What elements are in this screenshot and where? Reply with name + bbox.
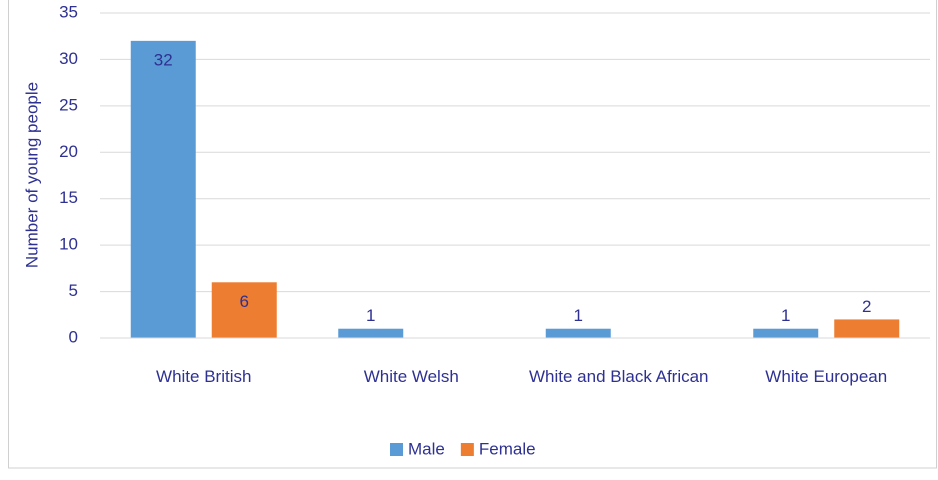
data-label: 1 [366,306,375,325]
y-tick-label: 10 [59,235,78,254]
y-tick-label: 15 [59,188,78,207]
data-label: 6 [240,292,249,311]
x-tick-label: White Welsh [363,367,459,386]
data-label: 2 [862,297,871,316]
bar [338,328,404,338]
data-label: 1 [574,306,583,325]
bar [211,282,277,338]
y-tick-label: 35 [59,2,78,21]
y-tick-label: 30 [59,49,78,68]
chart-border [8,0,937,469]
data-label: 32 [154,50,173,69]
legend-swatch [390,443,403,456]
legend-label: Male [408,439,445,458]
x-tick-label: White European [765,367,888,386]
data-label: 1 [781,306,790,325]
legend-label: Female [479,439,536,458]
x-tick-label: White British [156,367,252,386]
x-tick-label: White and Black African [528,367,709,386]
bar [834,319,900,338]
legend-swatch [460,443,474,456]
y-tick-label: 25 [59,95,78,114]
y-tick-label: 5 [69,281,78,300]
y-tick-label: 0 [69,327,78,346]
bar [130,40,196,338]
bar [753,328,819,338]
bar [545,328,611,338]
y-axis-title: Number of young people [22,82,41,268]
y-tick-label: 20 [59,142,78,161]
